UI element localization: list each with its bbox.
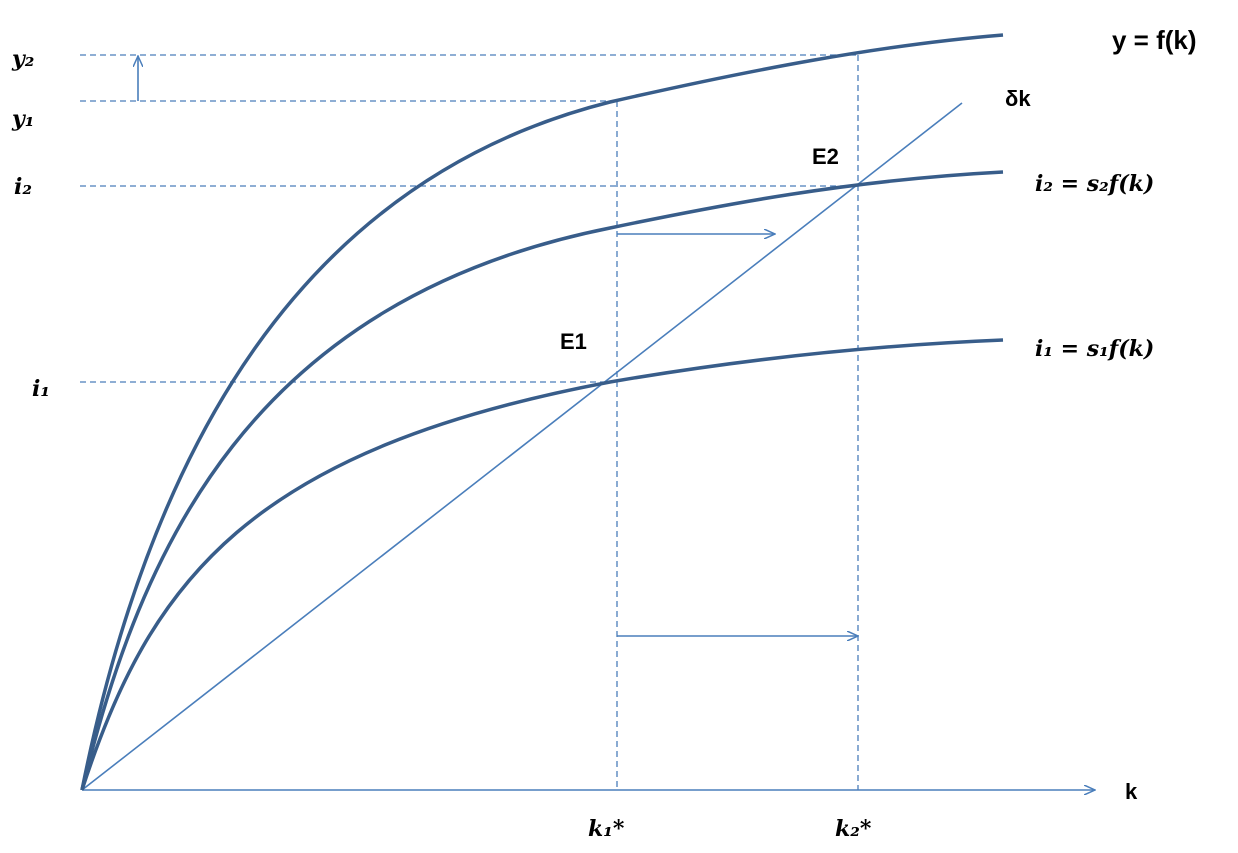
label: y₁ [11, 106, 34, 132]
label: E1 [560, 329, 587, 354]
label: i₂ = s₂f(k) [1035, 171, 1154, 197]
label: i₁ [32, 376, 50, 402]
label: i₁ = s₁f(k) [1035, 336, 1154, 362]
investment1-curve [80, 338, 1004, 791]
label: k₂* [835, 816, 872, 842]
investment2-curve [80, 170, 1004, 791]
label: δk [1005, 86, 1031, 111]
label: y = f(k) [1112, 25, 1197, 55]
production-curve [80, 33, 1004, 791]
depreciation-line [81, 102, 963, 791]
label: k [1125, 779, 1138, 804]
label: i₂ [14, 174, 32, 200]
label: k₁* [588, 816, 625, 842]
label: y₂ [11, 46, 34, 72]
label: E2 [812, 144, 839, 169]
